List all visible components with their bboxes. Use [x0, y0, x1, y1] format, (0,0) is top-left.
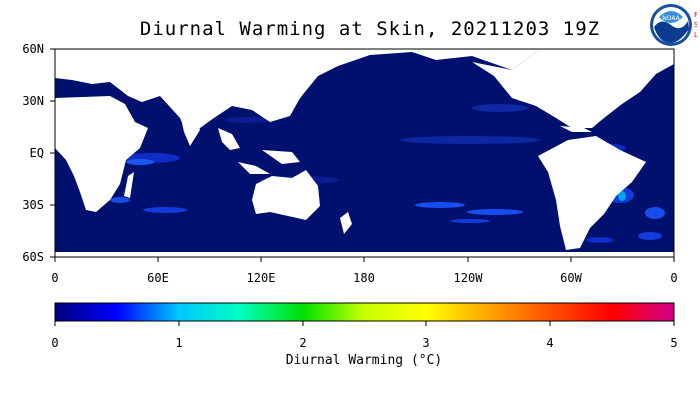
land-india: [180, 114, 200, 146]
lat-label-60s: 60S: [22, 250, 44, 264]
land-madagascar: [124, 172, 134, 198]
warming-patches: [110, 104, 665, 243]
lon-label-0-east: 0: [670, 271, 677, 285]
lat-label-eq: EQ: [30, 146, 44, 160]
land-caribbean: [560, 126, 592, 132]
lat-label-30n: 30N: [22, 94, 44, 108]
noaa-logo-icon: NOAA P S L: [650, 4, 697, 46]
land-south-america: [538, 136, 646, 250]
lat-label-30s: 30S: [22, 198, 44, 212]
lon-label-120w: 120W: [454, 271, 484, 285]
colorbar-tick-3: 3: [422, 336, 429, 350]
land-australia: [252, 170, 320, 220]
colorbar-tick-0: 0: [51, 336, 58, 350]
colorbar-label: Diurnal Warming (°C): [286, 353, 443, 368]
land-antarctica: [55, 252, 674, 257]
land-masses: [55, 49, 674, 257]
land-greenland: [640, 49, 674, 64]
lon-label-60e: 60E: [147, 271, 169, 285]
lon-label-0: 0: [51, 271, 58, 285]
colorbar-tick-2: 2: [299, 336, 306, 350]
land-japan: [288, 84, 306, 108]
logo-letter-p: P: [694, 11, 697, 19]
longitude-ticks: [54, 257, 675, 262]
land-new-zealand: [340, 212, 352, 234]
colorbar-tick-1: 1: [175, 336, 182, 350]
land-north-america: [472, 49, 674, 128]
lat-label-60n: 60N: [22, 42, 44, 56]
colorbar-tick-5: 5: [670, 336, 677, 350]
colorbar: [54, 302, 675, 322]
lon-label-60w: 60W: [560, 271, 582, 285]
colorbar-tick-4: 4: [546, 336, 553, 350]
land-indonesia: [218, 128, 300, 174]
lon-label-120e: 120E: [247, 271, 276, 285]
logo-letter-s: S: [694, 21, 697, 29]
map-title: Diurnal Warming at Skin, 20211203 19Z: [139, 18, 601, 40]
latitude-ticks: [50, 48, 55, 258]
colorbar-ticks: [54, 321, 675, 326]
lon-label-180: 180: [353, 271, 375, 285]
map-content: [55, 49, 674, 257]
logo-text: NOAA: [662, 15, 680, 22]
logo-letter-l: L: [694, 31, 697, 39]
land-africa: [55, 96, 148, 212]
